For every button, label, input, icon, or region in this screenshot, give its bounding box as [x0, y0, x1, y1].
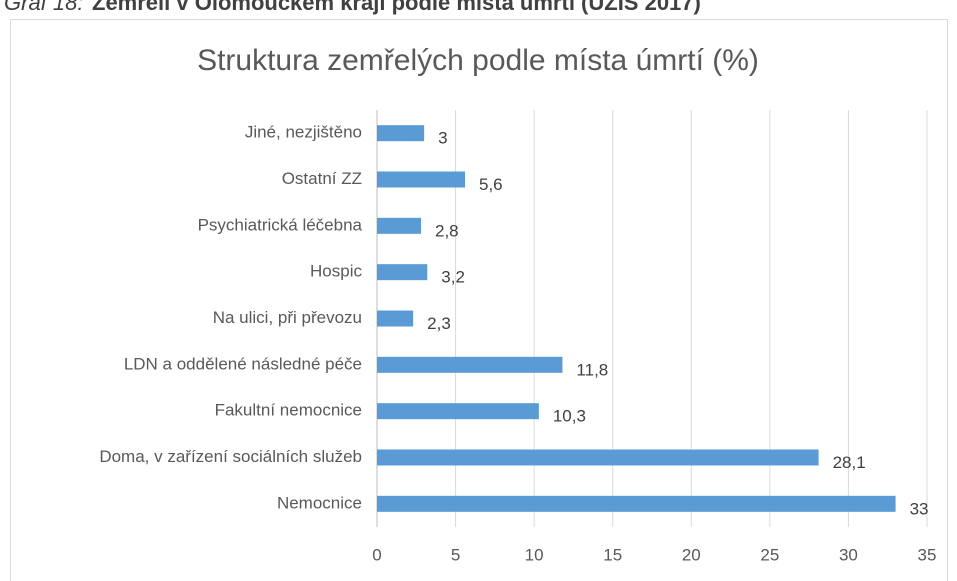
x-tick-label: 30 — [839, 545, 858, 564]
chart-frame — [10, 19, 948, 581]
y-tick-label: Hospic — [310, 262, 362, 281]
data-label: 2,3 — [427, 314, 451, 333]
x-tick-label: 35 — [918, 545, 937, 564]
y-tick-label: Fakultní nemocnice — [215, 401, 362, 420]
x-tick-label: 0 — [372, 545, 381, 564]
bar — [377, 495, 896, 512]
x-tick-label: 5 — [451, 545, 460, 564]
bar — [377, 310, 414, 327]
chart-title: Struktura zemřelých podle místa úmrtí (%… — [197, 44, 759, 77]
data-label: 10,3 — [553, 407, 586, 426]
data-label: 3,2 — [441, 268, 465, 287]
data-label: 33 — [910, 499, 929, 518]
data-label: 28,1 — [833, 453, 866, 472]
bar — [377, 125, 425, 142]
data-label: 11,8 — [576, 360, 608, 379]
y-tick-label: Jiné, nezjištěno — [245, 123, 362, 142]
y-tick-label: Na ulici, při převozu — [213, 308, 362, 327]
bar — [377, 356, 563, 373]
caption-prefix: Graf 18: — [4, 0, 83, 15]
bar — [377, 264, 428, 281]
x-tick-label: 15 — [603, 545, 622, 564]
data-label: 3 — [438, 129, 447, 148]
caption: Zemřelí v Olomouckém kraji podle místa ú… — [92, 0, 701, 15]
y-tick-label: Ostatní ZZ — [282, 169, 362, 188]
data-label: 2,8 — [435, 221, 459, 240]
bar — [377, 171, 465, 188]
bar — [377, 217, 421, 234]
y-tick-label: Psychiatrická léčebna — [198, 215, 363, 234]
y-tick-label: Nemocnice — [277, 493, 362, 512]
y-tick-label: Doma, v zařízení sociálních služeb — [99, 447, 362, 466]
y-tick-label: LDN a oddělené následné péče — [124, 354, 362, 373]
bar — [377, 449, 819, 466]
x-tick-label: 10 — [525, 545, 544, 564]
bar — [377, 403, 539, 420]
x-tick-label: 25 — [760, 545, 779, 564]
data-label: 5,6 — [479, 175, 503, 194]
x-tick-label: 20 — [682, 545, 701, 564]
